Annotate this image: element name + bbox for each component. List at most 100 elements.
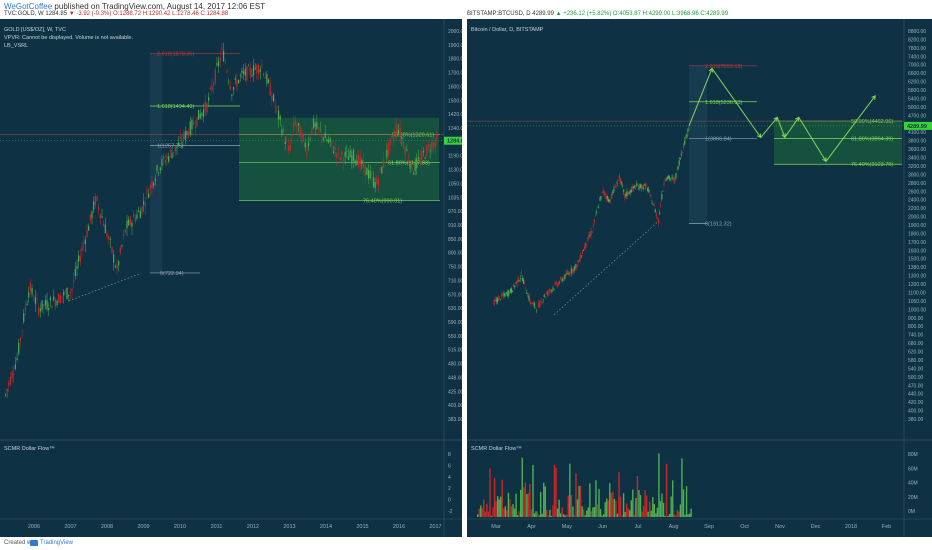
y-tick-label: 8800.00 xyxy=(908,29,926,35)
candle-body xyxy=(516,280,518,285)
candle-body xyxy=(304,142,306,148)
candle-body xyxy=(34,296,36,304)
dollar-flow-bar xyxy=(543,482,545,517)
candle-body xyxy=(652,204,654,206)
candle-body xyxy=(196,116,198,126)
candle-body xyxy=(644,183,647,190)
candle-body xyxy=(585,242,587,248)
candle-body xyxy=(302,134,305,137)
candle-body xyxy=(14,364,17,370)
candle-body xyxy=(608,199,611,201)
candle-body xyxy=(669,178,672,180)
candle-body xyxy=(615,187,617,189)
candle-body xyxy=(91,211,93,219)
dollar-flow-bar xyxy=(596,504,599,517)
dollar-flow-bar xyxy=(592,507,594,517)
gold-chart-svg[interactable]: 2000.00 1900.00 1800.00 1700.00 1600.00 1500.… xyxy=(0,19,462,537)
candle-body xyxy=(541,302,543,304)
candle-body xyxy=(281,129,283,135)
fib-trend-line xyxy=(68,272,142,302)
candle-body xyxy=(501,293,503,296)
dollar-flow-bar xyxy=(584,515,586,517)
candle-body xyxy=(149,185,151,189)
btc-chart-svg[interactable]: 8800.00 8200.00 7800.00 7400.00 7000.00 6600.… xyxy=(467,19,932,537)
candle-body xyxy=(684,140,686,145)
tradingview-brand[interactable]: TradingView xyxy=(40,540,74,546)
dollar-flow-bar xyxy=(645,495,648,517)
candle-body xyxy=(664,179,666,181)
panel-divider[interactable] xyxy=(462,19,467,537)
author-link[interactable]: WeGotCoffee xyxy=(4,2,53,11)
candle-body xyxy=(216,63,218,66)
dollar-flow-bar xyxy=(510,506,513,517)
candle-body xyxy=(227,80,230,82)
y-tick-label: 1800.00 xyxy=(448,57,462,63)
y-tick-label: 800.00 xyxy=(908,324,924,330)
candle-body xyxy=(18,342,20,354)
dollar-flow-bar xyxy=(685,486,688,517)
y-tick-label: 403.00 xyxy=(448,403,462,409)
candle-body xyxy=(392,136,395,140)
candle-body xyxy=(573,268,575,272)
fib-zone-box xyxy=(239,117,439,201)
candle-body xyxy=(676,169,678,170)
candle-body xyxy=(614,185,616,188)
candle-body xyxy=(276,106,278,109)
y-tick-label: 2800.00 xyxy=(908,181,926,187)
candle-body xyxy=(168,156,170,162)
dollar-flow-bar xyxy=(625,503,628,517)
candle-body xyxy=(685,135,687,140)
candle-body xyxy=(659,212,661,214)
dollar-flow-bar xyxy=(500,496,502,517)
candle-body xyxy=(146,190,148,192)
candle-body xyxy=(504,293,506,297)
candle-body xyxy=(637,185,639,187)
y-tick-label: 1600.00 xyxy=(908,248,926,254)
candle-body xyxy=(419,157,421,164)
candle-body xyxy=(319,129,321,130)
candle-body xyxy=(76,265,78,269)
footer-bar: Created with TradingView xyxy=(0,537,932,550)
x-tick-label: 2014 xyxy=(320,524,332,530)
dollar-flow-bar xyxy=(616,513,619,517)
candle-body xyxy=(287,146,290,152)
candle-body xyxy=(416,158,418,169)
candle-body xyxy=(81,247,83,252)
dollar-flow-bar xyxy=(506,510,508,517)
y-tick-label: 6600.00 xyxy=(908,71,926,77)
candle-body xyxy=(286,141,288,142)
gold-chart-panel[interactable]: 2000.00 1900.00 1800.00 1700.00 1600.00 1500.… xyxy=(0,19,462,537)
candle-body xyxy=(174,146,176,152)
candle-body xyxy=(556,284,558,287)
chart-title: Bitcoin / Dollar, D, BITSTAMP xyxy=(471,27,544,33)
btc-chart-panel[interactable]: 8800.00 8200.00 7800.00 7400.00 7000.00 6600.… xyxy=(467,19,932,537)
candle-body xyxy=(224,62,226,63)
candle-body xyxy=(154,178,156,182)
fib-level-label: 61.80%(3864.39) xyxy=(851,137,893,143)
subpanel-tick-label: 40M xyxy=(908,481,918,487)
y-tick-label: 3800.00 xyxy=(908,139,926,145)
candle-body xyxy=(331,141,333,145)
candle-body xyxy=(575,264,577,267)
y-tick-label: 3600.00 xyxy=(908,147,926,153)
candle-body xyxy=(361,160,363,165)
dollar-flow-bar xyxy=(652,497,654,517)
x-tick-label: May xyxy=(562,524,573,530)
dollar-flow-bar xyxy=(501,479,503,517)
candle-body xyxy=(681,152,684,153)
y-tick-label: 1000.00 xyxy=(908,307,926,313)
candle-body xyxy=(558,282,561,284)
candle-body xyxy=(583,246,586,249)
y-tick-label: 7800.00 xyxy=(908,46,926,52)
candle-body xyxy=(525,289,527,291)
candle-body xyxy=(588,234,590,238)
projection-arrowhead xyxy=(794,116,800,122)
candle-body xyxy=(589,234,591,236)
candle-body xyxy=(96,196,98,201)
subpanel-tick-label: 0 xyxy=(448,498,451,504)
candle-body xyxy=(673,177,675,181)
candle-body xyxy=(422,151,425,153)
candle-body xyxy=(138,210,140,212)
candle-body xyxy=(667,175,669,179)
candle-body xyxy=(617,179,619,181)
